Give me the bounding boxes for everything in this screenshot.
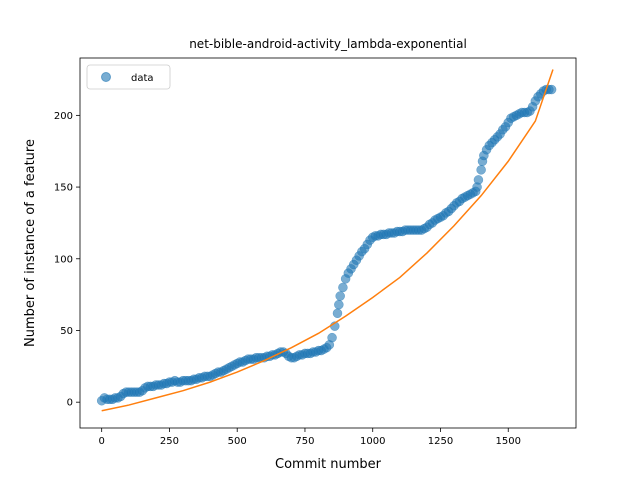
x-tick-label: 250: [160, 436, 179, 447]
x-tick-label: 1000: [360, 436, 385, 447]
data-point: [335, 291, 345, 301]
y-tick-label: 150: [54, 183, 73, 194]
legend: data: [86, 64, 171, 90]
y-axis: 0 50 100 150 200: [54, 111, 80, 409]
legend-label: data: [131, 73, 154, 84]
x-tick-label: 1250: [428, 436, 453, 447]
data-point: [332, 308, 343, 319]
x-axis-label: Commit number: [275, 457, 382, 472]
y-axis-label: Number of instance of a feature: [23, 139, 38, 347]
fit-line: [101, 69, 554, 412]
series-group: [96, 69, 557, 412]
y-tick-label: 200: [54, 111, 73, 122]
x-tick-label: 750: [295, 436, 314, 447]
x-tick-label: 1500: [496, 436, 521, 447]
data-point: [334, 299, 344, 310]
plot-area: [79, 57, 577, 429]
legend-marker: [101, 72, 111, 82]
data-point: [473, 175, 484, 185]
y-tick-label: 0: [67, 398, 73, 409]
legend-box: [86, 64, 171, 90]
y-tick-label: 100: [54, 254, 73, 265]
data-point: [327, 332, 337, 343]
plot-frame: [79, 57, 577, 429]
data-point: [476, 165, 486, 175]
x-tick-label: 500: [228, 436, 247, 447]
x-axis: 0 250 500 750 1000 1250 1500: [98, 428, 521, 447]
chart-title: net-bible-android-activity_lambda-expone…: [189, 37, 467, 51]
x-tick-label: 0: [98, 436, 104, 447]
data-point: [338, 282, 348, 293]
y-tick-label: 50: [60, 326, 73, 337]
data-point: [546, 84, 557, 95]
